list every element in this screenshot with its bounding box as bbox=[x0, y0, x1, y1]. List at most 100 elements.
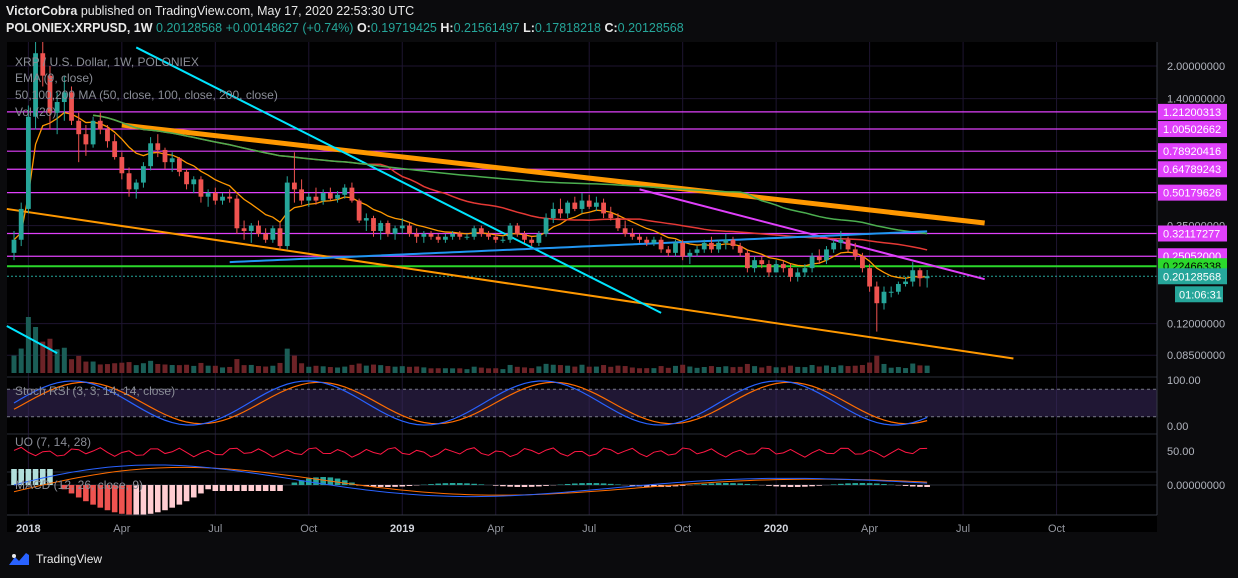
macd-histogram-bar bbox=[61, 485, 68, 490]
volume-bar bbox=[270, 365, 276, 373]
volume-bar bbox=[414, 366, 420, 373]
macd-histogram-bar bbox=[593, 483, 600, 485]
trendline-cyan-left bbox=[6, 325, 58, 354]
legend-vol[interactable]: Vol (20) bbox=[15, 105, 56, 119]
macd-histogram-bar bbox=[816, 485, 823, 486]
macd-histogram-bar bbox=[586, 483, 592, 485]
legend-macd[interactable]: MACD (12, 26, close, 9) bbox=[15, 478, 143, 492]
macd-histogram-bar bbox=[866, 483, 873, 485]
legend-stoch[interactable]: Stoch RSI (3, 3, 14, 14, close) bbox=[15, 384, 175, 398]
volume-bar bbox=[687, 366, 693, 373]
candle-body bbox=[895, 284, 901, 292]
volume-bar bbox=[831, 366, 837, 373]
stoch-d-line bbox=[13, 381, 928, 425]
volume-bar bbox=[895, 367, 901, 373]
volume-bar bbox=[54, 349, 60, 373]
volume-bar bbox=[723, 366, 729, 373]
candle-body bbox=[69, 92, 74, 121]
level-price-label: 0.78920416 bbox=[1163, 146, 1221, 158]
candle-body bbox=[299, 189, 304, 201]
volume-bar bbox=[90, 361, 96, 373]
volume-bar bbox=[586, 366, 592, 373]
macd-histogram-bar bbox=[909, 485, 916, 487]
level-price-badge bbox=[1158, 161, 1227, 178]
price-chart[interactable]: 2.000000001.400000000.350000000.12000000… bbox=[0, 0, 1238, 542]
volume-bar bbox=[356, 363, 362, 373]
macd-histogram-bar bbox=[198, 485, 204, 494]
volume-bar bbox=[299, 363, 305, 373]
candle-body bbox=[744, 252, 750, 269]
candle-body bbox=[860, 256, 865, 269]
volume-bar bbox=[579, 364, 585, 373]
candle-body bbox=[622, 228, 628, 234]
grid bbox=[7, 42, 1157, 515]
macd-histogram-bar bbox=[399, 485, 406, 487]
symbol-name[interactable]: POLONIEX:XRPUSD, 1W bbox=[6, 21, 153, 35]
volume-bar bbox=[169, 365, 175, 373]
volume-bar bbox=[486, 368, 492, 373]
legend-uo[interactable]: UO (7, 14, 28) bbox=[15, 435, 91, 449]
time-tick-label: Apr bbox=[487, 523, 504, 535]
macd-histogram-bar bbox=[830, 484, 837, 485]
candle-body bbox=[105, 129, 110, 142]
candle-body bbox=[637, 236, 642, 240]
volume-bar bbox=[694, 367, 700, 373]
macd-histogram-bar bbox=[25, 469, 32, 485]
candle-body bbox=[759, 260, 765, 265]
legend-ema[interactable]: EMA (9, close) bbox=[15, 71, 93, 85]
volume-bar bbox=[565, 365, 571, 373]
candle-body bbox=[25, 116, 31, 209]
volume-bar bbox=[464, 369, 470, 373]
macd-histogram-bar bbox=[183, 485, 190, 502]
uo-tick-label: 50.00 bbox=[1167, 446, 1195, 458]
candle-body bbox=[284, 182, 290, 247]
candle-body bbox=[220, 196, 225, 201]
countdown-label: 01:06:31 bbox=[1179, 289, 1222, 301]
candle-body bbox=[888, 291, 894, 293]
candle-body bbox=[507, 225, 513, 240]
price-axis[interactable]: 2.000000001.400000000.350000000.12000000… bbox=[1156, 42, 1238, 517]
volume-bar bbox=[76, 355, 82, 373]
volume-bar bbox=[874, 355, 880, 373]
candle-body bbox=[788, 268, 793, 277]
publisher-name[interactable]: VictorCobra bbox=[6, 4, 78, 18]
candle-body bbox=[227, 196, 233, 199]
macd-histogram-bar bbox=[234, 485, 240, 491]
legend-ma[interactable]: 50,100,200 MA (50, close, 100, close, 20… bbox=[15, 88, 278, 102]
volume-bar bbox=[766, 365, 772, 373]
macd-histogram-bar bbox=[924, 485, 930, 487]
published-text: published on TradingView.com, May 17, 20… bbox=[80, 4, 415, 18]
candle-body bbox=[11, 239, 17, 253]
candle-body bbox=[133, 182, 139, 190]
legend-title[interactable]: XRP / U.S. Dollar, 1W, POLONIEX bbox=[15, 55, 199, 69]
volume-bar bbox=[471, 366, 477, 373]
low-value: 0.17818218 bbox=[534, 21, 601, 35]
volume-bar bbox=[371, 364, 376, 373]
candle-body bbox=[536, 233, 542, 243]
volume-bar bbox=[708, 366, 714, 373]
volume-bar bbox=[378, 365, 384, 373]
footer bbox=[0, 542, 1238, 578]
uo-pane bbox=[13, 446, 928, 458]
volume-bar bbox=[126, 362, 132, 373]
time-tick-label: Apr bbox=[113, 523, 130, 535]
macd-histogram-bar bbox=[47, 469, 53, 485]
candle-body bbox=[407, 225, 412, 234]
volume-bar bbox=[392, 366, 398, 373]
candle-body bbox=[701, 242, 707, 250]
candle-body bbox=[593, 202, 599, 207]
volume-bar bbox=[363, 365, 369, 373]
macd-histogram-bar bbox=[111, 485, 118, 513]
volume-bar bbox=[205, 365, 211, 373]
trendline-magenta bbox=[639, 188, 985, 281]
volume-bar bbox=[716, 366, 722, 373]
volume-bar bbox=[162, 364, 168, 373]
volume-bar bbox=[536, 366, 542, 373]
macd-histogram-bar bbox=[133, 485, 140, 515]
candle-body bbox=[40, 53, 46, 76]
time-axis[interactable]: 2018 Apr Jul Oct 2019 Apr Jul Oct 2020 Apr Jul Oct bbox=[7, 514, 1157, 535]
candle-body bbox=[320, 192, 326, 201]
macd-histogram-bar bbox=[97, 485, 104, 508]
candle-body bbox=[61, 92, 67, 103]
tradingview-logo[interactable]: TradingView bbox=[8, 551, 102, 567]
